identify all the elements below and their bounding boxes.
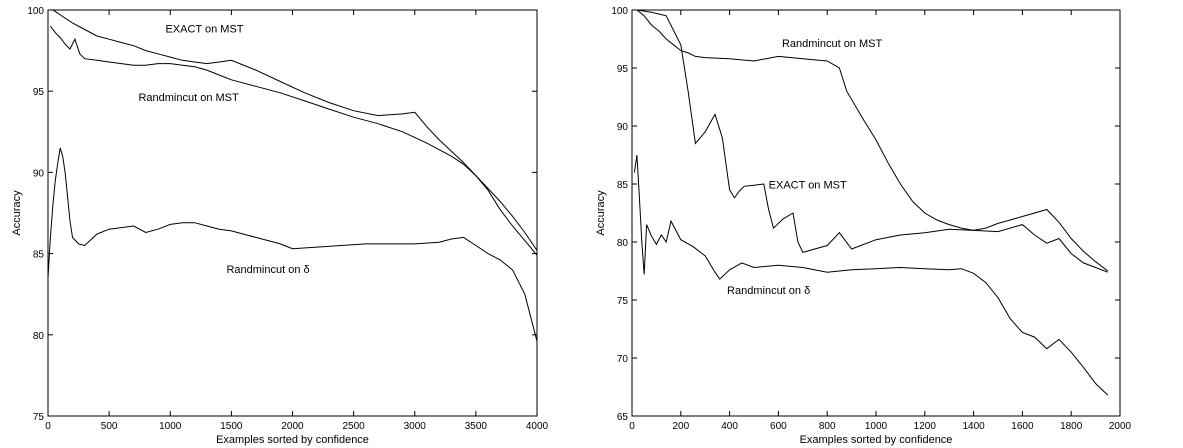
series-line-3: [633, 154, 1109, 396]
x-tick-label: 800: [819, 421, 836, 432]
plot-frame: [631, 9, 1121, 417]
y-tick-label: 75: [617, 296, 629, 307]
x-tick-label: 500: [101, 421, 118, 432]
plot-frame: [47, 9, 538, 417]
y-tick-label: 95: [617, 64, 629, 75]
series-annotation: EXACT on MST: [769, 180, 847, 192]
y-tick-label: 90: [617, 122, 629, 133]
y-tick-label: 80: [33, 331, 45, 342]
x-tick-label: 1200: [914, 421, 937, 432]
x-tick-label: 400: [721, 421, 738, 432]
x-tick-label: 1000: [865, 421, 888, 432]
x-tick-label: 0: [45, 421, 51, 432]
x-tick-label: 1500: [220, 421, 243, 432]
series-group: [633, 10, 1109, 396]
y-tick-label: 100: [27, 6, 44, 17]
x-tick-label: 200: [672, 421, 689, 432]
x-tick-label: 2000: [281, 421, 304, 432]
x-tick-label: 3000: [404, 421, 427, 432]
y-axis-title: Accuracy: [595, 190, 607, 236]
x-axis-title: Examples sorted by confidence: [800, 434, 953, 446]
y-tick-label: 90: [33, 168, 45, 179]
y-tick-label: 85: [33, 250, 45, 261]
y-tick-label: 65: [617, 412, 629, 423]
x-tick-label: 1800: [1060, 421, 1083, 432]
series-annotation: Randmincut on MST: [138, 92, 239, 104]
y-tick-label: 70: [617, 354, 629, 365]
series-line-1: [52, 10, 537, 256]
series-line-3: [48, 147, 537, 342]
x-tick-label: 2500: [343, 421, 366, 432]
x-tick-label: 0: [629, 421, 635, 432]
y-tick-label: 75: [33, 412, 45, 423]
series-annotation: EXACT on MST: [165, 24, 243, 36]
series-annotation: Randmincut on δ: [226, 264, 309, 276]
series-annotation: Randmincut on δ: [727, 285, 810, 297]
x-tick-label: 4000: [526, 421, 549, 432]
y-tick-label: 85: [617, 180, 629, 191]
x-tick-label: 600: [770, 421, 787, 432]
x-tick-label: 3500: [465, 421, 488, 432]
y-tick-label: 80: [617, 238, 629, 249]
series-line-2: [636, 10, 1108, 273]
y-tick-label: 100: [611, 6, 628, 17]
x-tick-label: 1400: [962, 421, 985, 432]
series-group: [48, 10, 537, 342]
series-annotation: Randmincut on MST: [782, 38, 883, 50]
chart-2: 0 200 400 600 800 1000 1200 1400 1600 1800 2000 65 7…: [595, 6, 1132, 446]
chart-1: 0 500 1000 1500 2000 2500 3000 3500 4000 75 80 85 90…: [11, 6, 549, 446]
series-line-2: [50, 25, 537, 251]
x-tick-label: 1600: [1011, 421, 1034, 432]
x-axis-title: Examples sorted by confidence: [216, 434, 369, 446]
x-tick-label: 1000: [159, 421, 182, 432]
y-tick-label: 95: [33, 87, 45, 98]
x-tick-label: 2000: [1109, 421, 1132, 432]
y-axis-title: Accuracy: [11, 190, 23, 236]
